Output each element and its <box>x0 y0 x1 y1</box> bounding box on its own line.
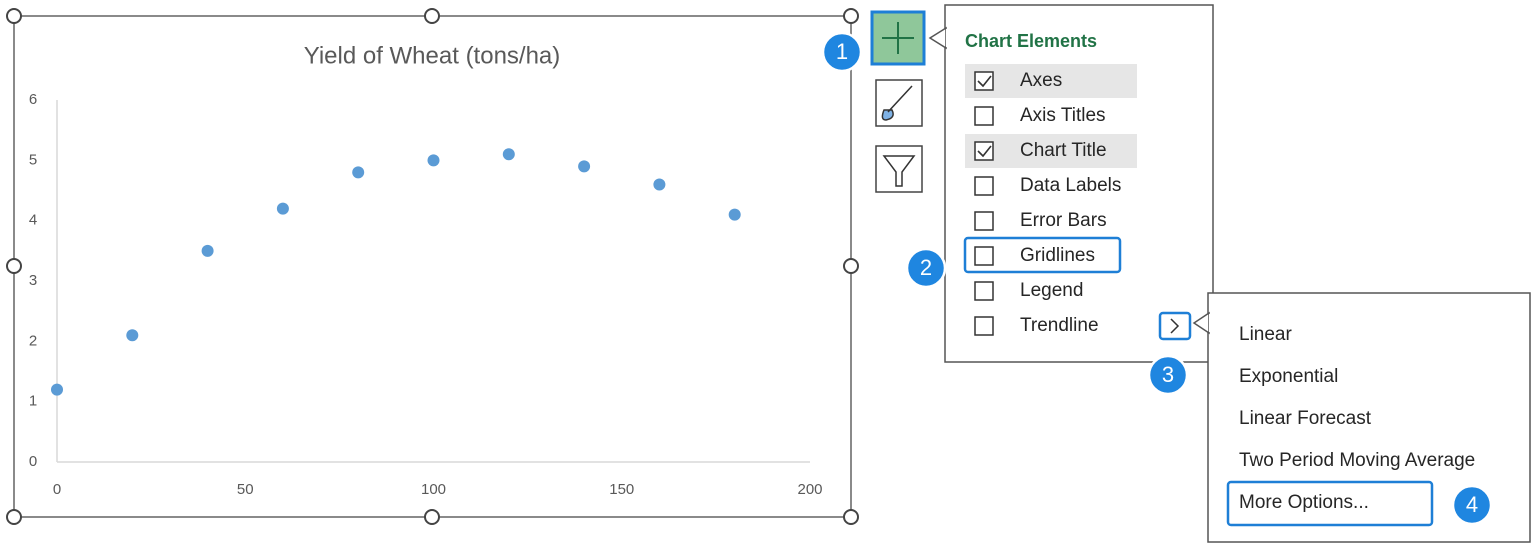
chart-element-option[interactable]: Axes <box>965 64 1137 98</box>
step-number: 4 <box>1466 492 1478 517</box>
step-number: 2 <box>920 255 932 280</box>
y-tick-label: 2 <box>29 332 37 349</box>
y-tick-label: 3 <box>29 272 37 289</box>
point <box>276 202 289 215</box>
menu-item[interactable]: More Options... <box>1239 492 1369 513</box>
point <box>126 329 139 342</box>
panel-pointer-cover <box>946 29 949 47</box>
menu-item[interactable]: Linear Forecast <box>1239 408 1372 429</box>
point <box>51 383 63 396</box>
y-tick-label: 5 <box>29 151 37 168</box>
y-tick-label: 6 <box>29 91 37 108</box>
step-number: 1 <box>836 39 848 64</box>
resize-handle[interactable] <box>843 509 859 525</box>
x-tick-label: 200 <box>797 481 822 498</box>
menu-item[interactable]: Exponential <box>1239 366 1338 387</box>
brush-icon <box>881 85 913 121</box>
filter-icon <box>882 155 916 187</box>
chevron-icon <box>1170 318 1180 334</box>
chart-element-option[interactable]: Chart Title <box>965 134 1137 168</box>
submenu-arrow-button[interactable] <box>1158 311 1192 341</box>
option-label: Axes <box>1020 70 1062 91</box>
checkmark <box>977 75 992 88</box>
point <box>352 166 365 179</box>
highlight-box <box>963 236 1122 274</box>
x-tick-label: 0 <box>53 481 61 498</box>
option-label: Error Bars <box>1020 210 1107 231</box>
point <box>578 160 591 173</box>
x-tick-label: 150 <box>609 481 634 498</box>
resize-handle[interactable] <box>6 258 22 274</box>
step-badge <box>1451 484 1493 526</box>
chart-element-option[interactable]: Error Bars <box>974 210 1107 231</box>
panel-title: Chart Elements <box>965 31 1097 51</box>
overlay: 1 2 3 4 <box>821 31 1493 527</box>
option-label: Chart Title <box>1020 140 1107 161</box>
checkmark <box>977 145 992 158</box>
point <box>728 208 741 221</box>
chart-element-option[interactable]: Data Labels <box>974 175 1121 196</box>
x-tick-label: 50 <box>237 481 254 498</box>
step-badge <box>821 31 863 73</box>
resize-handle[interactable] <box>843 8 859 24</box>
step-number: 3 <box>1162 362 1174 387</box>
items: Axes Axis Titles Chart Title Data Labels Err… <box>965 64 1137 336</box>
resize-handle[interactable] <box>424 8 440 24</box>
panel-pointer <box>928 26 947 50</box>
chart-element-option[interactable]: Gridlines <box>974 245 1095 266</box>
menu-items: Linear Exponential Linear Forecast Two Peri… <box>1239 324 1475 513</box>
y-tick-label: 0 <box>29 453 37 470</box>
menu-item[interactable]: Two Period Moving Average <box>1239 450 1475 471</box>
option-label: Data Labels <box>1020 175 1121 196</box>
chart-element-option[interactable]: Trendline <box>974 315 1099 336</box>
point <box>653 178 666 191</box>
checkbox[interactable] <box>974 141 994 161</box>
chart-element-option[interactable]: Axis Titles <box>974 105 1106 126</box>
x-tick-label: 100 <box>421 481 446 498</box>
checkbox[interactable] <box>974 176 994 196</box>
y-tick-label: 1 <box>29 393 37 410</box>
step-badge <box>905 247 947 289</box>
resize-handle[interactable] <box>6 509 22 525</box>
chart-element-option[interactable]: Legend <box>974 280 1083 301</box>
resize-handle[interactable] <box>6 8 22 24</box>
checkbox[interactable] <box>974 71 994 91</box>
checkbox[interactable] <box>974 316 994 336</box>
highlight-box <box>1226 480 1434 527</box>
checkbox[interactable] <box>974 106 994 126</box>
menu-pointer-cover <box>1209 314 1212 332</box>
option-label: Gridlines <box>1020 245 1095 266</box>
option-label: Trendline <box>1020 315 1099 336</box>
resize-handle[interactable] <box>843 258 859 274</box>
chart-title: Yield of Wheat (tons/ha) <box>304 42 561 69</box>
checkbox[interactable] <box>974 246 994 266</box>
checkbox[interactable] <box>974 211 994 231</box>
y-tick-label: 4 <box>29 212 37 229</box>
option-label: Legend <box>1020 280 1083 301</box>
step-badge <box>1147 354 1189 396</box>
checkbox[interactable] <box>974 281 994 301</box>
point <box>427 154 440 167</box>
point <box>201 244 214 257</box>
resize-handle[interactable] <box>424 509 440 525</box>
option-label: Axis Titles <box>1020 105 1106 126</box>
point <box>502 148 515 161</box>
chart-filters-button[interactable] <box>875 145 923 193</box>
menu-item[interactable]: Linear <box>1239 324 1292 345</box>
chart-area[interactable] <box>13 15 852 518</box>
